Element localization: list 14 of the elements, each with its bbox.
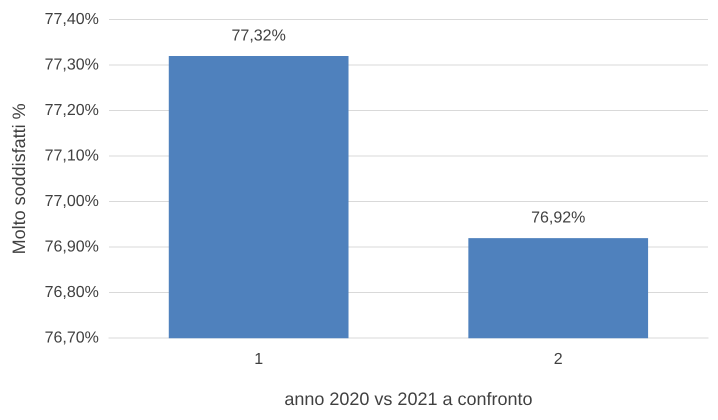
y-tick-label: 76,90% [44, 238, 99, 256]
x-tick-label: 1 [254, 351, 264, 368]
y-tick-label: 77,30% [44, 56, 99, 74]
y-tick-label: 76,80% [44, 284, 99, 302]
data-label: 77,32% [232, 27, 286, 44]
x-tick-label: 2 [554, 351, 563, 368]
y-tick-label: 76,70% [44, 330, 99, 347]
x-axis-title: anno 2020 vs 2021 a confronto [284, 389, 533, 410]
y-tick-label: 77,40% [44, 11, 99, 28]
y-tick-label: 77,00% [44, 193, 99, 210]
y-tick-label: 77,20% [44, 102, 99, 120]
data-label: 76,92% [531, 209, 586, 226]
y-axis-title: Molto soddisfatti % [8, 103, 29, 254]
y-tick-label: 77,10% [44, 148, 99, 165]
